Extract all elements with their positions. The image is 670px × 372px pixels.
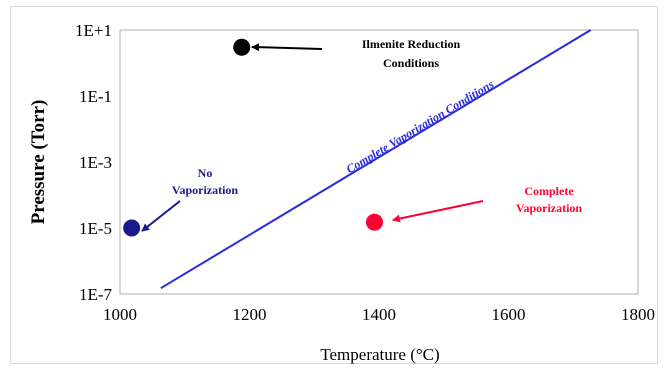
annotation-arrow xyxy=(141,200,181,232)
data-point-label: No Vaporization xyxy=(172,166,239,197)
data-point-label: Ilmenite Reduction Conditions xyxy=(362,37,461,70)
x-tick-label: 1400 xyxy=(362,305,396,324)
x-tick-label: 1600 xyxy=(492,305,526,324)
complete-vaporization-line xyxy=(160,29,592,290)
y-tick-label: 1E-1 xyxy=(79,87,112,106)
y-tick-label: 1E-3 xyxy=(79,153,112,172)
data-point-label: Complete Vaporization xyxy=(516,184,583,215)
x-tick-label: 1000 xyxy=(103,305,137,324)
annotation-arrows xyxy=(141,43,484,232)
data-point-marker xyxy=(123,219,141,237)
y-tick-label: 1E-7 xyxy=(79,285,113,304)
y-axis-tick-labels: 1E-7 1E-5 1E-3 1E-1 1E+1 xyxy=(75,21,112,304)
x-axis-title: Temperature (°C) xyxy=(320,345,439,364)
y-axis-title: Pressure (Torr) xyxy=(28,100,49,225)
x-tick-label: 1200 xyxy=(233,305,267,324)
y-tick-label: 1E-5 xyxy=(79,219,112,238)
data-point-marker xyxy=(233,38,251,56)
data-point-labels: Ilmenite Reduction Conditions No Vaporizati… xyxy=(172,37,583,215)
complete-vaporization-line-label: Complete Vaporization Conditions xyxy=(344,77,497,176)
annotation-arrow xyxy=(251,43,323,52)
annotation-arrow xyxy=(392,200,484,223)
data-points xyxy=(123,38,383,237)
data-point-marker xyxy=(365,213,383,231)
plot-area xyxy=(119,29,639,295)
x-tick-label: 1800 xyxy=(621,305,655,324)
y-tick-label: 1E+1 xyxy=(75,21,112,40)
x-axis-tick-labels: 1000 1200 1400 1600 1800 xyxy=(103,305,655,324)
chart-frame xyxy=(10,6,658,364)
